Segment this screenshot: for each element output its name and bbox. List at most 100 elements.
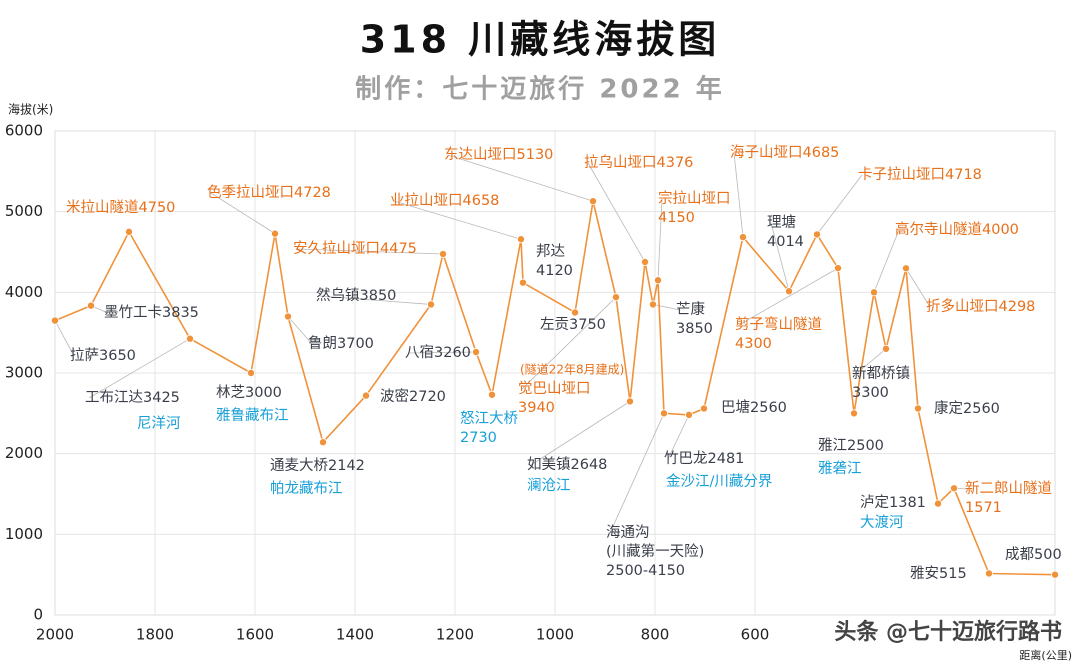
leader-line [408, 351, 477, 354]
x-axis-label: 距离(公里) [1019, 648, 1072, 662]
annotation: 大渡河 [860, 514, 904, 531]
leader-line [738, 267, 839, 326]
data-label: 成都500 [1005, 546, 1062, 563]
data-label: 折多山垭口4298 [926, 298, 1035, 315]
point [685, 410, 694, 419]
point [834, 264, 843, 273]
leader-line [609, 413, 665, 534]
annotation: (隧道22年8月建成) [520, 362, 624, 377]
point [700, 404, 709, 413]
data-label: 雅江2500 [818, 437, 884, 454]
data-label: 巴塘2560 [721, 399, 787, 416]
x-tick-label: 1200 [436, 626, 474, 644]
data-label: 八宿3260 [405, 344, 471, 361]
point [950, 484, 959, 493]
data-label: 新都桥镇 3300 [852, 365, 910, 401]
leader-line [296, 248, 444, 255]
y-tick-label: 1000 [5, 525, 43, 543]
data-label: 安久拉山垭口4475 [293, 240, 417, 257]
point [438, 250, 447, 259]
data-label: 邦达 4120 [536, 243, 573, 279]
data-label: 剪子弯山隧道 4300 [735, 315, 822, 352]
point [318, 438, 327, 447]
data-label: 觉巴山垭口 3940 [518, 380, 591, 416]
leader-line [587, 162, 646, 263]
y-tick-label: 0 [33, 606, 43, 624]
data-label: 如美镇2648 [527, 456, 607, 473]
data-label: 芒康 3850 [676, 301, 713, 337]
x-tick-label: 1000 [536, 626, 574, 644]
point [519, 278, 528, 287]
leader-line [657, 198, 663, 281]
leader-line [319, 295, 432, 305]
data-label: 宗拉山垭口 4150 [658, 190, 731, 226]
y-tick-label: 4000 [5, 283, 43, 301]
point [51, 316, 60, 325]
chart-title: 318 川藏线海拔图 [360, 18, 721, 62]
data-label: 拉萨3650 [70, 347, 136, 364]
point [426, 300, 435, 309]
point [517, 235, 526, 244]
point [641, 258, 650, 267]
leader-line [210, 192, 276, 234]
point [612, 293, 621, 302]
annotation: 雅鲁藏布江 [216, 407, 289, 424]
point [270, 229, 279, 238]
annotation: 澜沧江 [527, 477, 571, 494]
point [246, 368, 255, 377]
point [649, 300, 658, 309]
x-tick-label: 1800 [136, 626, 174, 644]
data-label: 米拉山隧道4750 [66, 199, 175, 216]
watermark: 头条 @七十迈旅行路书 [834, 619, 1062, 645]
y-tick-label: 5000 [5, 202, 43, 220]
point [785, 287, 794, 296]
leader-line [652, 304, 681, 311]
point [87, 301, 96, 310]
data-label: 海子山垭口4685 [730, 144, 839, 161]
point [870, 288, 879, 297]
annotation: 帕龙藏布江 [270, 480, 343, 497]
data-label: 雅安515 [910, 565, 967, 582]
data-label: 新二郎山隧道 1571 [965, 480, 1052, 516]
point [125, 227, 134, 236]
leader-line [667, 414, 690, 460]
leader-line [873, 229, 900, 293]
data-label: 东达山垭口5130 [444, 146, 553, 163]
elevation-line [54, 201, 1056, 576]
leader-line [733, 152, 744, 238]
point [185, 334, 194, 343]
data-label: 通麦大桥2142 [270, 457, 365, 474]
leader-line [770, 222, 790, 292]
chart-subtitle: 制作：七十迈旅行 2022 年 [355, 74, 724, 105]
point [571, 308, 580, 317]
data-label: 理塘 4014 [767, 214, 804, 250]
annotation: 金沙江/川藏分界 [666, 473, 772, 490]
point [934, 499, 943, 508]
point [283, 312, 292, 321]
y-tick-label: 2000 [5, 444, 43, 462]
point [1051, 570, 1060, 579]
data-label: 竹巴龙2481 [664, 450, 744, 467]
leader-line [287, 316, 313, 345]
data-label: 业拉山垭口4658 [390, 192, 499, 209]
data-label: 拉乌山垭口4376 [584, 154, 693, 171]
data-label: 卡子拉山垭口4718 [858, 166, 982, 183]
x-tick-label: 1600 [236, 626, 274, 644]
data-label: 康定2560 [934, 400, 1000, 417]
point [471, 348, 480, 357]
point [589, 197, 598, 206]
x-tick-label: 1400 [336, 626, 374, 644]
annotation: 雅砻江 [818, 460, 862, 477]
data-label: 然乌镇3850 [316, 287, 396, 304]
leader-line [447, 154, 594, 202]
x-tick-label: 600 [741, 626, 770, 644]
point [813, 230, 822, 239]
x-tick-label: 800 [641, 626, 670, 644]
data-label: 高尔寺山隧道4000 [895, 221, 1019, 238]
point [626, 397, 635, 406]
leader-line [816, 174, 863, 235]
data-label: 波密2720 [380, 388, 446, 405]
leader-line [521, 296, 617, 390]
y-tick-label: 3000 [5, 364, 43, 382]
